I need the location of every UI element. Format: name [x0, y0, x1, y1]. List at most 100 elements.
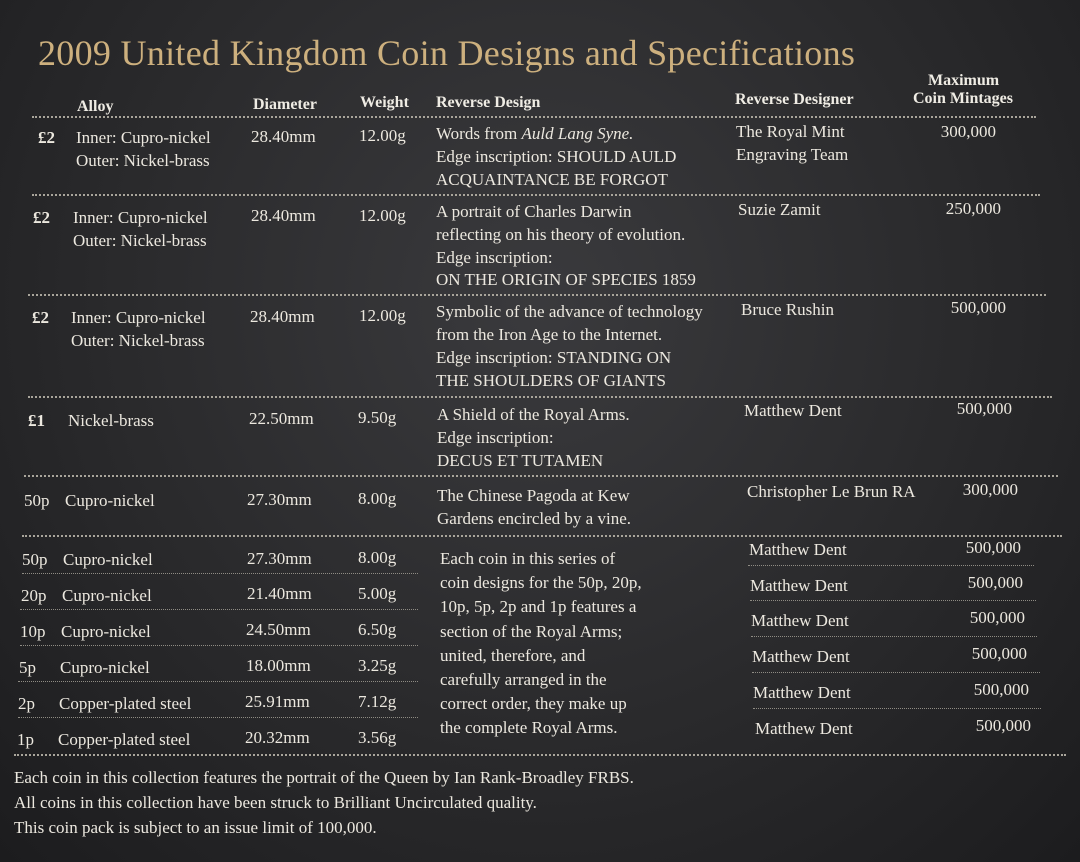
reverse-design: Edge inscription:	[436, 248, 553, 267]
alloy: Inner: Cupro-nickel	[71, 308, 206, 327]
reverse-design: A Shield of the Royal Arms.	[437, 405, 630, 424]
denomination: £2	[33, 208, 50, 227]
denomination: 2p	[18, 694, 35, 713]
diameter: 20.32mm	[245, 728, 310, 747]
row-divider	[22, 535, 1062, 537]
mintage: 500,000	[967, 573, 1023, 592]
reverse-designer: Matthew Dent	[744, 401, 842, 420]
alloy: Cupro-nickel	[63, 550, 153, 569]
alloy: Copper-plated steel	[59, 694, 192, 713]
footer-note: This coin pack is subject to an issue li…	[14, 818, 377, 837]
row-divider	[748, 565, 1034, 566]
alloy: Cupro-nickel	[65, 491, 155, 510]
mintage: 500,000	[965, 538, 1021, 557]
reverse-design: Gardens encircled by a vine.	[437, 509, 631, 528]
series-design-line: coin designs for the 50p, 20p,	[440, 573, 642, 592]
alloy: Inner: Cupro-nickel	[76, 128, 211, 147]
weight: 3.25g	[358, 656, 397, 675]
row-divider	[20, 645, 418, 646]
denomination: 1p	[17, 730, 34, 749]
weight: 3.56g	[358, 728, 397, 747]
denomination: £2	[38, 128, 55, 147]
series-design-line: correct order, they make up	[440, 694, 627, 713]
weight: 9.50g	[358, 408, 397, 427]
reverse-design: Words from Auld Lang Syne.	[436, 124, 634, 143]
reverse-designer: Christopher Le Brun RA	[747, 482, 916, 501]
reverse-designer: Bruce Rushin	[741, 300, 835, 319]
footer-note: All coins in this collection have been s…	[14, 793, 537, 812]
series-design-line: united, therefore, and	[440, 646, 586, 665]
row-divider	[18, 717, 418, 718]
header-reverse-design: Reverse Design	[436, 94, 541, 111]
diameter: 24.50mm	[246, 620, 311, 639]
denomination: £1	[28, 411, 45, 430]
alloy: Inner: Cupro-nickel	[73, 208, 208, 227]
reverse-designer: Matthew Dent	[749, 540, 847, 559]
row-divider	[28, 396, 1052, 398]
header-diameter: Diameter	[253, 96, 317, 113]
footer-note: Each coin in this collection features th…	[14, 768, 634, 787]
row-divider	[28, 294, 1046, 296]
series-design-line: carefully arranged in the	[440, 670, 607, 689]
row-divider	[20, 609, 418, 610]
weight: 12.00g	[359, 126, 406, 145]
header-rule	[32, 116, 1036, 118]
alloy: Outer: Nickel-brass	[73, 231, 207, 250]
alloy: Copper-plated steel	[58, 730, 191, 749]
alloy: Cupro-nickel	[60, 658, 150, 677]
header-reverse-designer: Reverse Designer	[735, 91, 854, 108]
diameter: 27.30mm	[247, 490, 312, 509]
mintage: 500,000	[971, 644, 1027, 663]
series-design-line: Each coin in this series of	[440, 549, 616, 568]
weight: 6.50g	[358, 620, 397, 639]
header-mintage-line1: Maximum	[928, 72, 1000, 89]
row-divider	[22, 573, 418, 574]
reverse-designer: The Royal Mint	[736, 122, 845, 141]
reverse-design: Edge inscription:	[437, 428, 554, 447]
weight: 8.00g	[358, 548, 397, 567]
reverse-designer: Engraving Team	[736, 145, 849, 164]
reverse-designer: Matthew Dent	[753, 683, 851, 702]
reverse-design: Symbolic of the advance of technology	[436, 302, 703, 321]
mintage: 500,000	[973, 680, 1029, 699]
reverse-design: DECUS ET TUTAMEN	[437, 451, 604, 470]
denomination: 50p	[22, 550, 48, 569]
mintage: 500,000	[956, 399, 1012, 418]
alloy: Cupro-nickel	[62, 586, 152, 605]
reverse-design: ACQUAINTANCE BE FORGOT	[436, 170, 668, 189]
reverse-design: ON THE ORIGIN OF SPECIES 1859	[436, 270, 696, 289]
alloy: Nickel-brass	[68, 411, 154, 430]
alloy: Outer: Nickel-brass	[71, 331, 205, 350]
reverse-designer: Matthew Dent	[750, 576, 848, 595]
page-title: 2009 United Kingdom Coin Designs and Spe…	[38, 33, 856, 73]
reverse-design: reflecting on his theory of evolution.	[436, 225, 686, 244]
diameter: 28.40mm	[250, 307, 315, 326]
reverse-designer: Matthew Dent	[752, 647, 850, 666]
denomination: 20p	[21, 586, 47, 605]
header-alloy: Alloy	[77, 98, 114, 115]
row-divider	[24, 475, 1058, 477]
diameter: 21.40mm	[247, 584, 312, 603]
weight: 12.00g	[359, 306, 406, 325]
reverse-designer: Suzie Zamit	[738, 200, 821, 219]
reverse-designer: Matthew Dent	[751, 611, 849, 630]
denomination: 10p	[20, 622, 46, 641]
denomination: £2	[32, 308, 49, 327]
header-weight: Weight	[360, 94, 409, 111]
alloy: Cupro-nickel	[61, 622, 151, 641]
mintage: 250,000	[945, 199, 1001, 218]
diameter: 22.50mm	[249, 409, 314, 428]
reverse-design: The Chinese Pagoda at Kew	[437, 486, 630, 505]
diameter: 25.91mm	[245, 692, 310, 711]
diameter: 27.30mm	[247, 549, 312, 568]
mintage: 500,000	[950, 298, 1006, 317]
mintage: 300,000	[940, 122, 996, 141]
alloy: Outer: Nickel-brass	[76, 151, 210, 170]
row-divider	[750, 600, 1036, 601]
row-divider	[753, 708, 1041, 709]
reverse-design: THE SHOULDERS OF GIANTS	[436, 371, 666, 390]
diameter: 28.40mm	[251, 206, 316, 225]
table-bottom-rule	[14, 754, 1066, 756]
weight: 12.00g	[359, 206, 406, 225]
denomination: 50p	[24, 491, 50, 510]
